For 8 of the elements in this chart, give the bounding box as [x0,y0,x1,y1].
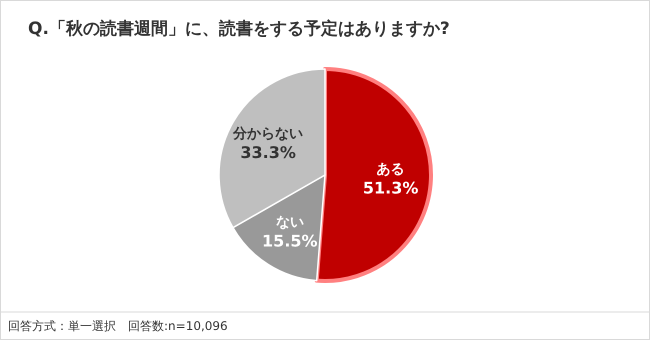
data-label: 33.3% [240,143,296,162]
slice-label: ない [276,214,304,231]
data-label: 51.3% [362,178,418,198]
data-label: 15.5% [262,232,318,251]
slice-label: 分からない [232,126,304,142]
text: 回答方式：単一選択 回答数:n=10,096 [8,319,228,333]
slice-label: ある [376,162,405,178]
chart-title: Q.「秋の読書週間」に、読書をする予定はありますか? [28,19,450,39]
